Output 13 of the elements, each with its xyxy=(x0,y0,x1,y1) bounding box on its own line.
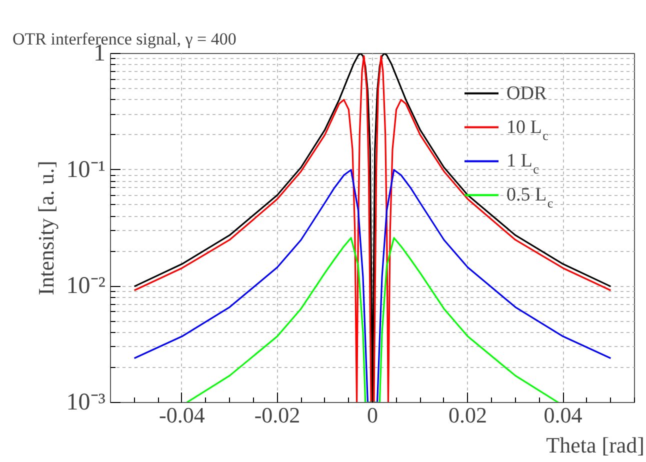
x-tick-label: -0.02 xyxy=(254,402,300,428)
y-tick-label: 10⁻² xyxy=(66,273,106,300)
legend-label: ODR xyxy=(506,82,547,104)
y-tick-label: 10⁻¹ xyxy=(66,156,106,183)
x-tick-label: 0.02 xyxy=(448,402,488,428)
y-tick-label: 10⁻³ xyxy=(66,390,106,416)
x-tick-label: 0.04 xyxy=(544,402,582,428)
x-axis-title: Theta [rad] xyxy=(546,432,645,458)
line-series xyxy=(186,237,560,402)
y-axis-title: Intensity [a. u.] xyxy=(33,160,58,296)
x-tick-label: 0 xyxy=(367,402,378,428)
line-series xyxy=(134,169,612,402)
x-tick-label: -0.04 xyxy=(159,402,205,428)
